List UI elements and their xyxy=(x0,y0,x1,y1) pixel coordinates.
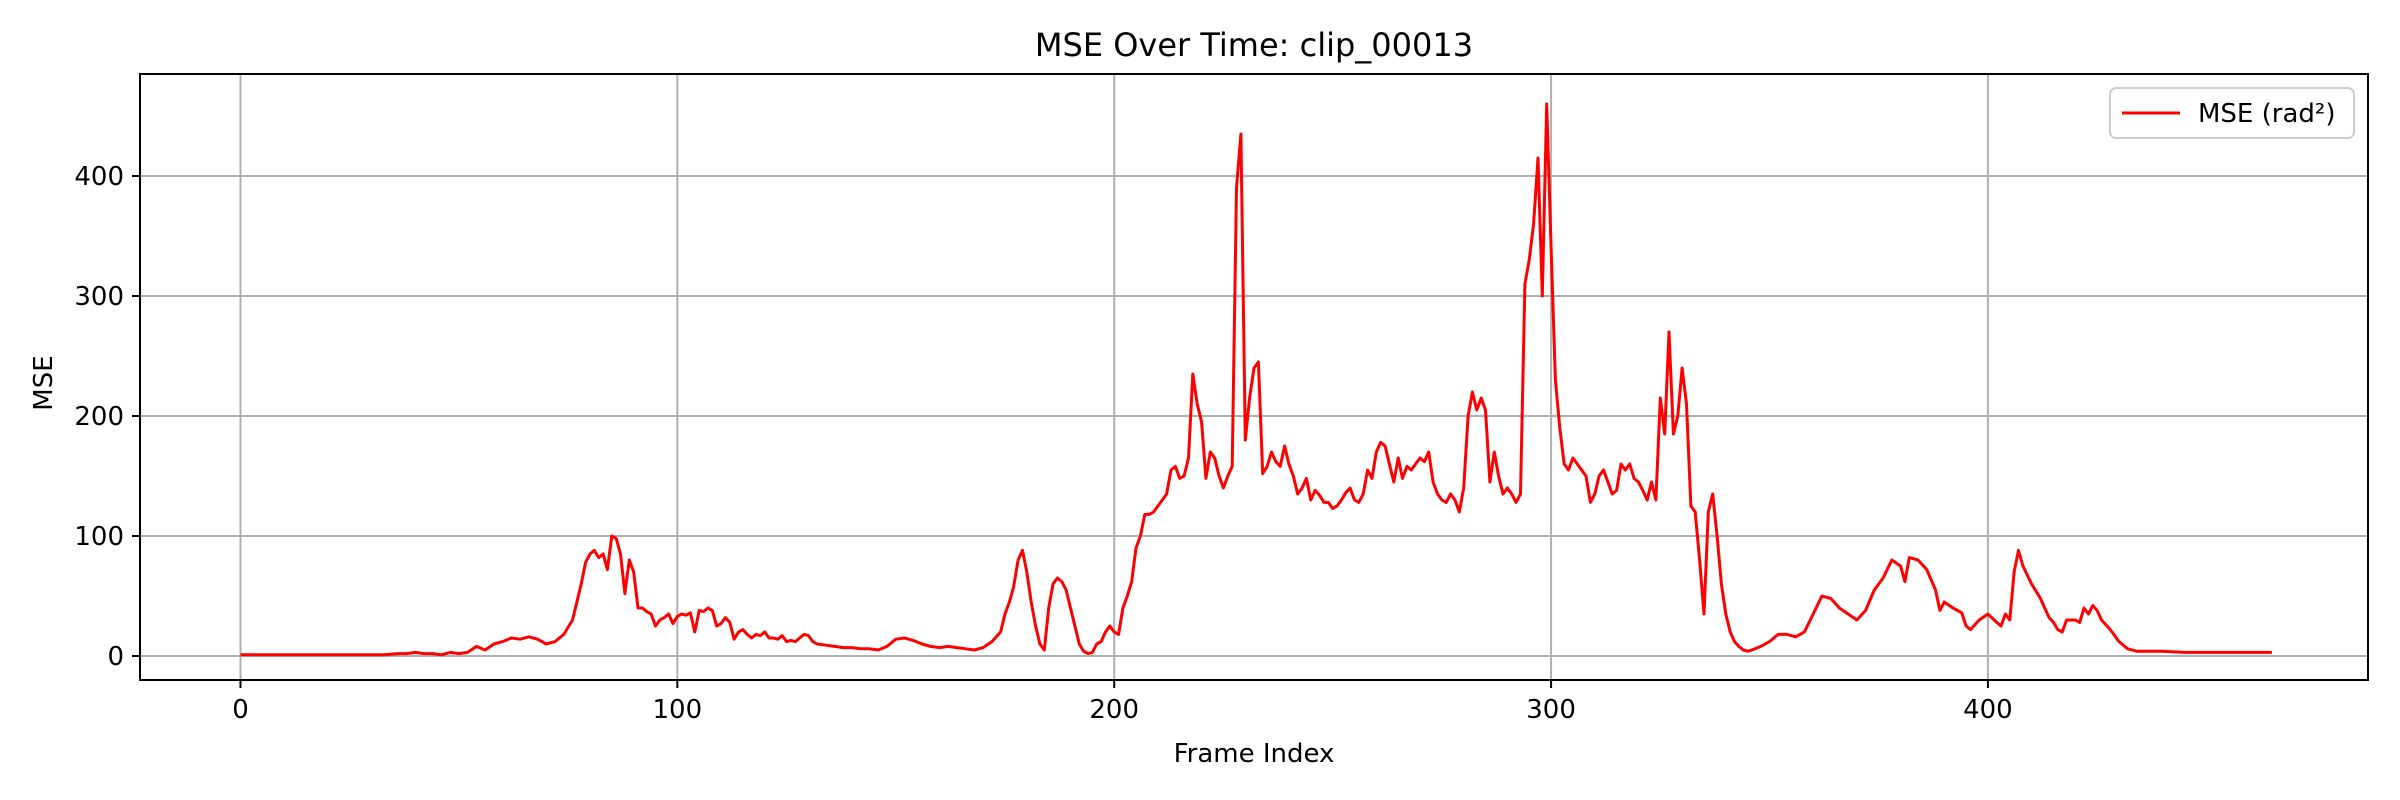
x-tick-label: 200 xyxy=(1089,695,1139,725)
y-tick-label: 0 xyxy=(107,642,124,672)
series-layer xyxy=(240,102,2272,657)
legend-label: MSE (rad²) xyxy=(2198,99,2335,129)
y-axis-label: MSE xyxy=(29,355,59,410)
grid xyxy=(140,74,2368,680)
y-tick-label: 200 xyxy=(74,402,124,432)
x-axis-label: Frame Index xyxy=(1174,739,1335,769)
x-tick-label: 100 xyxy=(653,695,703,725)
legend-box xyxy=(2109,87,2355,139)
ticks: 0 100 200 300 400 0 100 200 300 400 xyxy=(74,162,2012,725)
y-tick-label: 300 xyxy=(74,282,124,312)
mse-series-line xyxy=(240,102,2272,657)
x-tick-label: 400 xyxy=(1963,695,2013,725)
x-tick-label: 0 xyxy=(232,695,249,725)
x-tick-label: 300 xyxy=(1526,695,1576,725)
plot-area-frame xyxy=(139,73,2369,681)
y-tick-label: 400 xyxy=(74,162,124,192)
legend: MSE (rad²) xyxy=(2109,87,2355,139)
y-tick-label: 100 xyxy=(74,522,124,552)
chart-title: MSE Over Time: clip_00013 xyxy=(1035,26,1473,64)
